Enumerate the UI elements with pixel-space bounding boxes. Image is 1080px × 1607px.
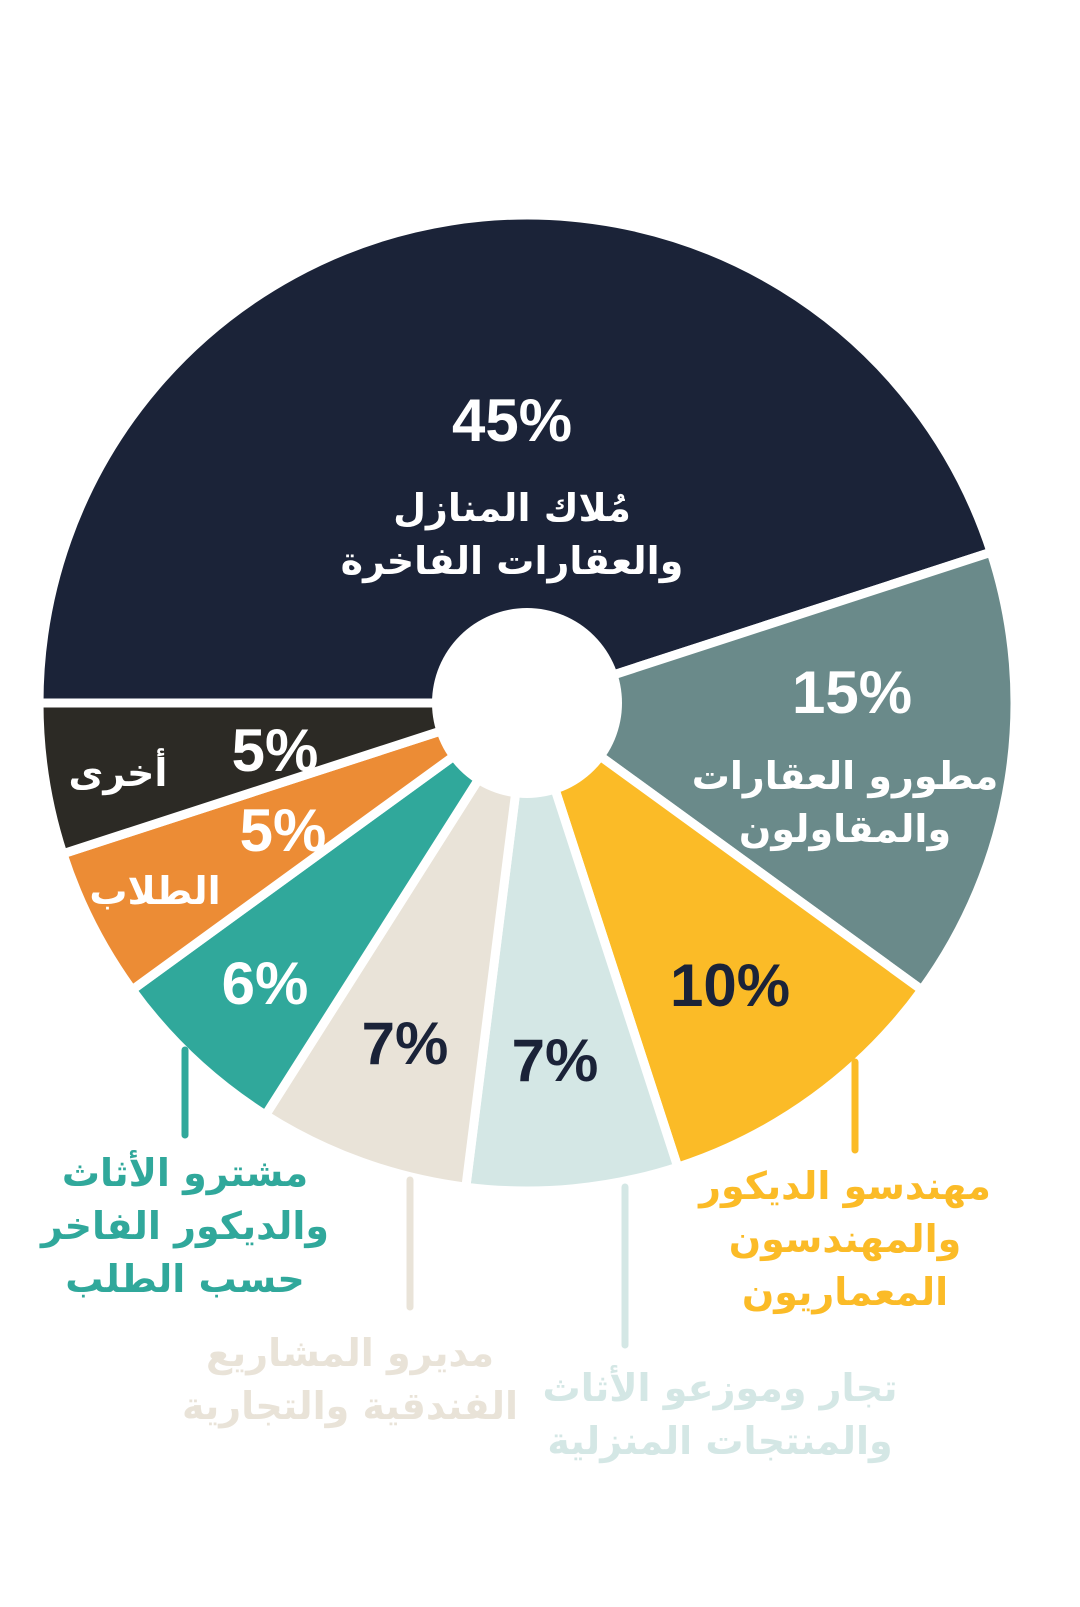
- category-label: أخرى: [69, 748, 168, 795]
- category-label: مشترو الأثاث والديكور الفاخر حسب الطلب: [39, 1149, 329, 1301]
- value-label: 10%: [670, 952, 790, 1019]
- label-line: والمقاولون: [739, 807, 951, 852]
- label-line: تجار وموزعو الأثاث: [543, 1364, 898, 1411]
- label-line: الفندقية والتجارية: [182, 1384, 518, 1429]
- label-line: مطورو العقارات: [692, 754, 999, 799]
- value-label: 15%: [792, 659, 912, 726]
- value-label: 45%: [452, 387, 572, 454]
- value-label: 7%: [512, 1027, 599, 1094]
- pie-slice: [517, 546, 1020, 997]
- value-label: 6%: [222, 950, 309, 1017]
- category-label: مديرو المشاريع الفندقية والتجارية: [182, 1331, 518, 1429]
- pie-slice: [460, 701, 684, 1196]
- label-line: حسب الطلب: [65, 1257, 305, 1301]
- category-label: مهندسو الديكور والمهندسون المعماريون: [697, 1164, 991, 1314]
- value-label: 5%: [232, 717, 319, 784]
- label-line: مهندسو الديكور: [697, 1164, 991, 1208]
- label-line: والمنتجات المنزلية: [547, 1419, 892, 1464]
- category-label: مطورو العقارات والمقاولون: [692, 754, 999, 852]
- label-line: أخرى: [69, 748, 168, 795]
- donut-hole: [432, 608, 622, 798]
- label-line: مُلاك المنازل: [393, 486, 631, 530]
- pie-slice: [518, 691, 929, 1173]
- label-line: والديكور الفاخر: [39, 1204, 329, 1249]
- label-line: المعماريون: [742, 1270, 948, 1314]
- category-label: الطلاب: [89, 869, 220, 913]
- pie-slice: [259, 700, 532, 1193]
- label-line: والعقارات الفاخرة: [341, 539, 684, 584]
- pie-slice: [125, 699, 531, 1122]
- category-label: تجار وموزعو الأثاث والمنتجات المنزلية: [543, 1364, 898, 1464]
- label-line: الطلاب: [89, 869, 220, 913]
- pie-slice: [34, 698, 529, 860]
- category-label: مُلاك المنازل والعقارات الفاخرة: [341, 486, 684, 584]
- value-label: 7%: [362, 1010, 449, 1077]
- label-line: مشترو الأثاث: [62, 1149, 308, 1196]
- pie-slice: [34, 210, 997, 708]
- value-label: 5%: [240, 797, 327, 864]
- label-line: والمهندسون: [729, 1217, 962, 1262]
- label-line: مديرو المشاريع: [206, 1331, 494, 1376]
